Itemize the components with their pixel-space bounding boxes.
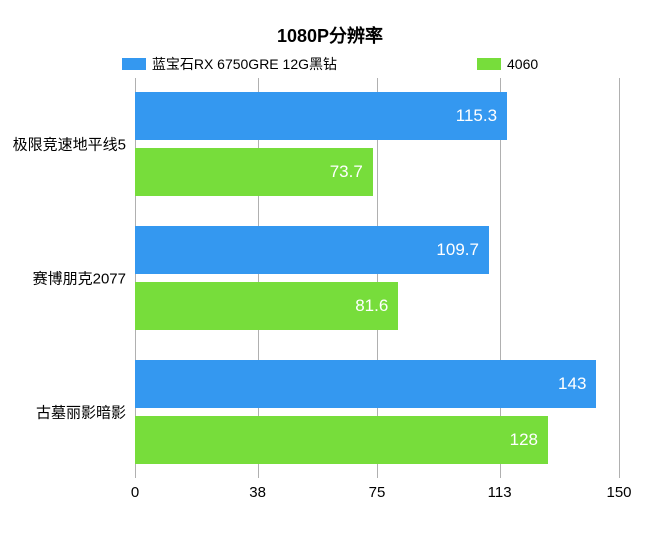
category-label: 极限竞速地平线5 <box>6 134 126 155</box>
bar-value: 81.6 <box>355 296 388 316</box>
bar-value: 73.7 <box>330 162 363 182</box>
x-tick: 75 <box>369 484 386 501</box>
x-tick: 113 <box>488 484 512 501</box>
bar-series-1: 81.6 <box>135 282 398 330</box>
legend-item-series-1: 4060 <box>477 54 538 74</box>
legend-label-0: 蓝宝石RX 6750GRE 12G黑钻 <box>152 54 337 74</box>
gridline <box>619 78 620 478</box>
x-tick: 150 <box>606 484 631 501</box>
x-tick: 0 <box>131 484 139 501</box>
bar-series-1: 128 <box>135 416 548 464</box>
chart-container: 1080P分辨率 蓝宝石RX 6750GRE 12G黑钻 4060 115.3 … <box>0 0 660 538</box>
bar-series-0: 143 <box>135 360 596 408</box>
bar-value: 109.7 <box>436 240 479 260</box>
bar-value: 128 <box>510 430 538 450</box>
legend-label-1: 4060 <box>507 56 538 72</box>
x-tick: 38 <box>249 484 266 501</box>
legend-swatch-0 <box>122 58 146 70</box>
plot-area: 115.3 73.7 109.7 81.6 143 128 <box>135 78 619 478</box>
legend-swatch-1 <box>477 58 501 70</box>
category-label: 赛博朋克2077 <box>6 268 126 289</box>
bar-series-0: 109.7 <box>135 226 489 274</box>
bar-value: 143 <box>558 374 586 394</box>
chart-title: 1080P分辨率 <box>0 0 660 48</box>
legend-item-series-0: 蓝宝石RX 6750GRE 12G黑钻 <box>122 54 337 74</box>
legend: 蓝宝石RX 6750GRE 12G黑钻 4060 <box>0 54 660 74</box>
bar-series-1: 73.7 <box>135 148 373 196</box>
bar-value: 115.3 <box>456 106 497 126</box>
x-axis: 0 38 75 113 150 <box>135 478 619 508</box>
category-label: 古墓丽影暗影 <box>6 402 126 423</box>
bar-series-0: 115.3 <box>135 92 507 140</box>
